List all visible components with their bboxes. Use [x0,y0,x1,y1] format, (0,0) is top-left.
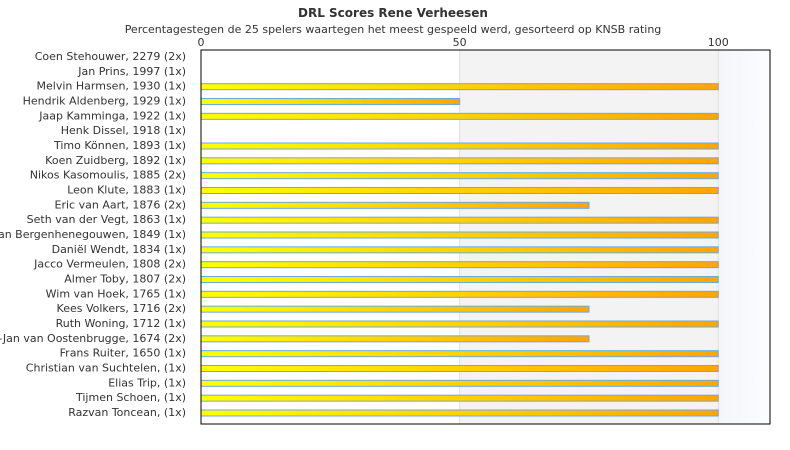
category-label: Razvan Toncean, (1x) [68,406,186,419]
category-label: Henk Dissel, 1918 (1x) [61,124,186,137]
category-label: Elias Trip, (1x) [108,376,186,389]
category-label: Eric van Aart, 1876 (2x) [55,198,186,211]
bar [200,201,590,209]
category-label: Kees Volkers, 1716 (2x) [57,302,186,315]
category-label: Leon Klute, 1883 (1x) [67,184,186,197]
category-label: Almer Toby, 1807 (2x) [64,273,186,286]
plot-border [200,49,771,425]
chart-title: DRL Scores Rene Verheesen [298,6,488,20]
category-label: Jan Prins, 1997 (1x) [77,65,186,78]
x-tick-label: 100 [708,36,729,49]
bar [200,231,719,239]
category-label: Timo Können, 1893 (1x) [53,139,186,152]
category-label: Koen Zuidberg, 1892 (1x) [45,154,186,167]
category-label: Ruth Woning, 1712 (1x) [56,317,186,330]
category-label: Coen Stehouwer, 2279 (2x) [35,50,186,63]
category-label: Christian van Suchtelen, (1x) [26,362,186,375]
category-label: Hendrik Aldenberg, 1929 (1x) [23,95,186,108]
category-label: Jacco Vermeulen, 1808 (2x) [33,258,186,271]
bar [200,290,719,298]
bar [200,98,461,105]
category-label: Nikos Kasomoulis, 1885 (2x) [30,169,186,182]
category-label: Daniël Wendt, 1834 (1x) [52,243,186,256]
category-label: Frans Ruiter, 1650 (1x) [60,347,186,360]
category-label: Melvin Harmsen, 1930 (1x) [37,80,186,93]
category-label: t-Jan van Oostenbrugge, 1674 (2x) [0,332,186,345]
chart-subtitle: Percentagestegen de 25 spelers waartegen… [125,23,662,36]
bar [200,276,719,283]
bar [200,320,719,328]
bar [200,365,719,372]
bar [200,172,719,180]
bar [200,112,719,120]
bar [200,83,719,91]
bar [200,379,719,387]
bar [200,157,719,165]
bar [200,350,719,358]
bar [200,187,719,194]
bar [200,305,590,313]
x-tick-label: 0 [198,36,205,49]
bar [200,216,719,224]
category-label: Jaap Kamminga, 1922 (1x) [38,109,186,122]
bar [200,246,719,254]
grid-band-outer [718,50,770,424]
category-label: van Bergenhenegouwen, 1849 (1x) [0,228,186,241]
x-tick-label: 50 [453,36,467,49]
bar [200,335,590,343]
bar [200,394,719,402]
bar [200,261,719,269]
category-label: Tijmen Schoen, (1x) [75,391,186,404]
bar [200,409,719,417]
category-label: Wim van Hoek, 1765 (1x) [46,287,186,300]
bar [200,142,719,150]
category-label: Seth van der Vegt, 1863 (1x) [27,213,186,226]
